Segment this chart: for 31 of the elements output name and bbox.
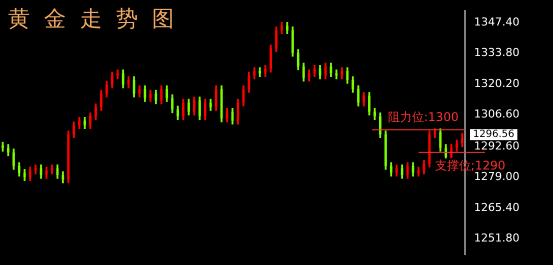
candlestick	[182, 98, 184, 120]
y-tick-label: 1320.20	[474, 76, 520, 90]
y-tick-label: 1333.80	[474, 46, 520, 60]
candlestick	[188, 98, 190, 116]
candlestick	[461, 132, 464, 148]
ref-line-label: 阻力位:1300	[388, 110, 459, 124]
y-tick-label: 1251.80	[474, 232, 520, 245]
candlestick	[368, 92, 370, 116]
candlestick	[275, 26, 278, 52]
candlestick	[280, 22, 283, 34]
chart-title: 黄金走势图	[8, 6, 188, 34]
y-tick-label: 1347.40	[474, 15, 520, 28]
text: 1296.56	[473, 129, 514, 140]
candlestick	[176, 106, 179, 120]
candlestick	[362, 92, 365, 106]
candlestick	[193, 96, 196, 116]
candlestick	[374, 108, 376, 120]
candlestick	[89, 112, 92, 129]
candlestick	[270, 44, 272, 72]
candlestick	[100, 90, 102, 111]
candlestick	[94, 103, 97, 120]
y-tick-label: 1292.60	[474, 139, 520, 152]
y-tick-label: 1265.40	[474, 200, 520, 214]
candlestick	[2, 142, 4, 152]
candlestick	[379, 112, 382, 138]
candlestick	[84, 117, 86, 129]
candlestick	[7, 144, 10, 156]
candlestick	[286, 22, 288, 34]
y-tick-label: 1306.60	[474, 108, 520, 121]
candlestick	[456, 140, 458, 152]
y-tick-label: 1279.00	[474, 170, 520, 184]
